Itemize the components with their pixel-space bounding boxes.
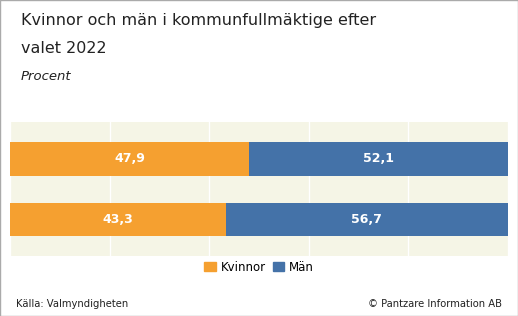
Bar — [226, 203, 508, 236]
Text: 43,3: 43,3 — [103, 213, 134, 226]
Text: Procent: Procent — [21, 70, 71, 82]
Bar — [249, 142, 508, 175]
Text: 56,7: 56,7 — [351, 213, 382, 226]
Text: © Pantzare Information AB: © Pantzare Information AB — [368, 299, 502, 309]
Legend: Kvinnor, Män: Kvinnor, Män — [204, 261, 314, 274]
Text: Kvinnor och män i kommunfullmäktige efter: Kvinnor och män i kommunfullmäktige efte… — [21, 13, 376, 27]
Text: 52,1: 52,1 — [363, 152, 394, 165]
Bar — [10, 142, 249, 175]
Bar — [10, 203, 226, 236]
Text: valet 2022: valet 2022 — [21, 41, 106, 56]
Text: Källa: Valmyndigheten: Källa: Valmyndigheten — [16, 299, 128, 309]
Text: 47,9: 47,9 — [114, 152, 145, 165]
